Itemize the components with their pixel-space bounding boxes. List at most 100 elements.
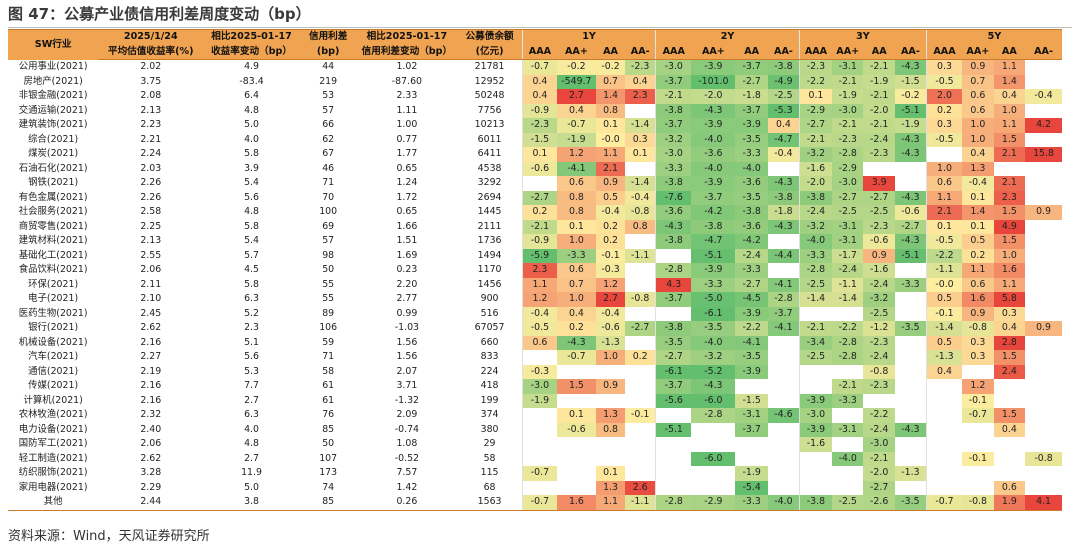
spread-change-1y-aa-minus [625,263,655,278]
table-row: 公用事业(2021) 2.02 4.9 44 1.02 21781 -0.7 -0.2 -0.2… [8,59,1062,75]
cell-dy: 5.6 [244,351,259,362]
cell-ds: 1.24 [396,177,418,188]
spread-change-1y-aa: 1.1 [595,147,626,162]
cell-bal: 833 [480,351,499,362]
spread-change-5y-aa-plus: 1.2 [962,379,994,394]
spread-change-2y-aa-plus: -6.1 [691,306,736,321]
spread-change-2y-aa: -3.6 [735,176,768,191]
spread-change-3y-aa-plus [832,466,863,481]
industry-name: 石油石化(2021) [18,162,88,174]
spread-change-2y-aa: -3.3 [735,147,768,162]
spread-change-1y-aa-plus: 0.6 [557,176,596,191]
spread-change-1y-aa: 0.2 [595,219,626,234]
cell-ds: 0.26 [356,495,458,511]
spread-change-3y-aa: -3.0 [863,437,895,452]
table-row: 社会服务(2021) 2.58 4.8 100 0.65 1445 0.2 0.8 -0.4 -0… [8,205,1062,220]
spread-change-2y-aa-plus: -3.8 [691,219,736,234]
header-rating-5y-0: AAA [925,44,963,60]
spread-change-3y-aaa: -2.5 [798,277,832,292]
spread-change-3y-aa-minus: -1.5 [894,74,927,89]
spread-change-2y-aaa: -3.5 [655,335,692,350]
spread-change-5y-aaa: -0.7 [925,495,963,511]
spread-change-1y-aaa: -1.9 [521,393,557,408]
cell-y: 2.45 [140,307,162,319]
spread-change-3y-aa-plus: -1.7 [831,248,864,263]
cell-ds: -0.74 [394,423,420,435]
spread-change-2y-aa-minus [768,365,799,380]
spread-change-2y-aaa: -3.2 [655,132,692,147]
cell-s: 50 [322,438,335,449]
spread-change-1y-aaa: -1.5 [521,132,557,147]
cell-y: 2.06 [140,438,162,449]
spread-change-2y-aa: -2.4 [735,248,768,263]
spread-change-1y-aa: 1.4 [595,89,626,104]
spread-change-1y-aa-plus: 0.1 [557,408,596,423]
spread-change-1y-aa-minus: -1.4 [625,118,656,133]
spread-change-3y-aa [863,162,894,177]
spread-change-3y-aaa: -2.1 [798,132,832,147]
spread-change-1y-aa-plus: -4.3 [557,335,596,350]
spread-change-2y-aaa: -3.7 [655,118,692,133]
spread-change-3y-aa: -0.8 [863,364,895,379]
spread-change-3y-aa: -2.1 [863,59,895,75]
cell-dy: 5.6 [244,191,259,203]
figure-title: 图 47：公募产业债信用利差周度变动（bp） [8,5,311,23]
cell-y: 2.24 [140,148,162,159]
spread-change-3y-aa: -2.3 [863,147,895,162]
cell-bal: 7756 [477,104,502,116]
spread-change-3y-aa-minus [895,452,926,467]
spread-change-2y-aa: -3.1 [735,408,768,423]
cell-dy: 2.7 [244,394,259,406]
spread-change-1y-aa-plus [557,452,596,467]
spread-change-2y-aa: -4.2 [735,234,768,249]
spread-change-2y-aaa: -6.1 [655,364,692,379]
spread-change-3y-aa: -1.6 [863,263,895,278]
header-date: 2025/1/24 [98,29,204,45]
cell-ds: 1.72 [396,191,418,203]
cell-y: 2.23 [140,119,162,130]
spread-change-3y-aa-plus: -2.1 [831,379,864,394]
spread-change-2y-aaa: -3.3 [655,161,692,176]
spread-change-5y-aaa [925,437,963,452]
cell-dy: 4.0 [244,423,259,435]
spread-change-5y-aa: 1.5 [993,234,1026,249]
industry-name: 电力设备(2021) [18,423,88,435]
spread-change-1y-aaa: -0.9 [521,234,557,249]
spread-change-1y-aa: -0.0 [595,132,626,147]
spread-change-2y-aaa: -3.8 [655,234,692,249]
spread-change-3y-aaa: -3.8 [798,190,832,205]
spread-change-3y-aa-plus [832,408,863,423]
header-rating-3y-1: AA+ [831,44,864,60]
spread-change-5y-aa-minus [1025,336,1062,351]
spread-change-3y-aa-minus: -4.3 [894,190,927,205]
spread-change-1y-aa-plus [557,365,596,380]
spread-change-5y-aa [994,437,1025,452]
industry-name: 医药生物(2021) [18,307,88,319]
spread-change-1y-aa-minus: 0.8 [625,219,656,234]
spread-change-2y-aa-plus [691,423,735,438]
cell-dy: 5.2 [244,307,259,319]
cell-bal: 3292 [477,177,502,188]
spread-change-3y-aaa [798,306,832,321]
cell-ds: 1.08 [396,438,418,449]
spread-change-5y-aa: 1.5 [993,132,1026,147]
spread-change-5y-aa-plus [962,423,993,438]
spread-change-2y-aa-plus: -3.9 [691,59,736,75]
spread-change-1y-aa: 2.1 [595,161,626,176]
spread-change-2y-aaa: 4.3 [655,277,692,292]
spread-change-5y-aa: 0.6 [993,480,1026,495]
spread-change-5y-aa-plus: -0.4 [962,176,994,191]
spread-change-3y-aa-minus [895,176,926,191]
spread-change-5y-aa-minus [1025,423,1062,438]
spread-change-1y-aa-minus: -2.3 [625,59,656,75]
spread-change-1y-aa-minus: 0.4 [625,74,656,89]
spread-change-2y-aaa [655,306,692,321]
spread-change-1y-aa-plus: -549.7 [557,74,596,89]
spread-change-5y-aa-plus: -0.1 [962,451,994,466]
cell-ds: 1.51 [396,235,418,246]
spread-change-3y-aa-minus [895,292,926,307]
spread-change-3y-aaa: -2.1 [798,321,832,336]
spread-change-2y-aaa [655,466,692,481]
spread-change-3y-aa-minus: -4.3 [894,132,927,147]
industry-name: 公用事业(2021) [18,60,88,72]
